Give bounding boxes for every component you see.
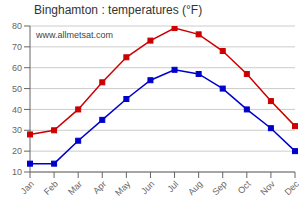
svg-text:Oct: Oct xyxy=(236,179,253,196)
svg-text:80: 80 xyxy=(12,21,22,31)
svg-text:Apr: Apr xyxy=(91,179,108,196)
svg-text:20: 20 xyxy=(12,146,22,156)
svg-text:Dec: Dec xyxy=(283,179,297,198)
svg-text:Mar: Mar xyxy=(66,179,84,197)
html-text:www.allmetsat.com: www.allmetsat.com xyxy=(36,30,113,40)
svg-text:Jan: Jan xyxy=(19,179,36,196)
svg-text:Nov: Nov xyxy=(258,179,277,198)
svg-text:Feb: Feb xyxy=(42,179,60,197)
svg-text:50: 50 xyxy=(12,84,22,94)
svg-text:40: 40 xyxy=(12,105,22,115)
svg-text:Sep: Sep xyxy=(210,179,228,197)
svg-text:30: 30 xyxy=(12,125,22,135)
svg-text:Aug: Aug xyxy=(186,179,204,197)
svg-text:60: 60 xyxy=(12,63,22,73)
svg-text:10: 10 xyxy=(12,167,22,177)
svg-text:May: May xyxy=(113,179,132,198)
svg-text:70: 70 xyxy=(12,42,22,52)
svg-text:Jul: Jul xyxy=(165,179,180,194)
svg-text:Jun: Jun xyxy=(139,179,156,196)
html-text:Binghamton : temperatures (°F): Binghamton : temperatures (°F) xyxy=(34,3,203,17)
